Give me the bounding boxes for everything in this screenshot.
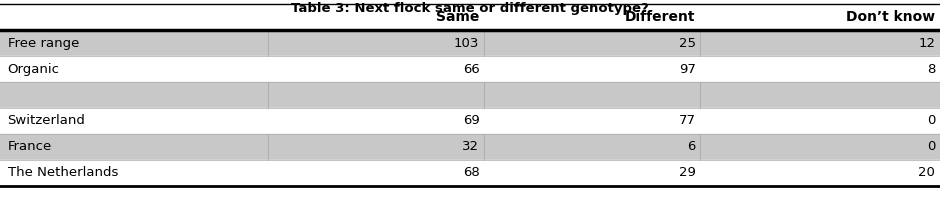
Text: 0: 0 <box>927 114 935 127</box>
Text: Table 3: Next flock same or different genotype?: Table 3: Next flock same or different ge… <box>291 2 649 15</box>
Bar <box>0 4 940 30</box>
Text: 68: 68 <box>462 166 479 179</box>
Text: 32: 32 <box>462 140 479 153</box>
Bar <box>0 108 940 134</box>
Bar <box>0 30 940 56</box>
Text: Organic: Organic <box>8 63 59 76</box>
Bar <box>0 160 940 186</box>
Text: 6: 6 <box>687 140 696 153</box>
Text: 69: 69 <box>462 114 479 127</box>
Text: 0: 0 <box>927 140 935 153</box>
Text: 12: 12 <box>918 37 935 50</box>
Text: Don’t know: Don’t know <box>846 10 935 24</box>
Text: 8: 8 <box>927 63 935 76</box>
Text: 66: 66 <box>462 63 479 76</box>
Bar <box>0 82 940 108</box>
Text: Switzerland: Switzerland <box>8 114 86 127</box>
Bar <box>0 134 940 160</box>
Text: 25: 25 <box>679 37 696 50</box>
Text: France: France <box>8 140 52 153</box>
Text: 97: 97 <box>679 63 696 76</box>
Text: 20: 20 <box>918 166 935 179</box>
Bar <box>0 56 940 82</box>
Text: Different: Different <box>625 10 696 24</box>
Text: 103: 103 <box>454 37 479 50</box>
Text: Same: Same <box>436 10 479 24</box>
Text: 77: 77 <box>679 114 696 127</box>
Text: Free range: Free range <box>8 37 79 50</box>
Text: The Netherlands: The Netherlands <box>8 166 117 179</box>
Text: 29: 29 <box>679 166 696 179</box>
